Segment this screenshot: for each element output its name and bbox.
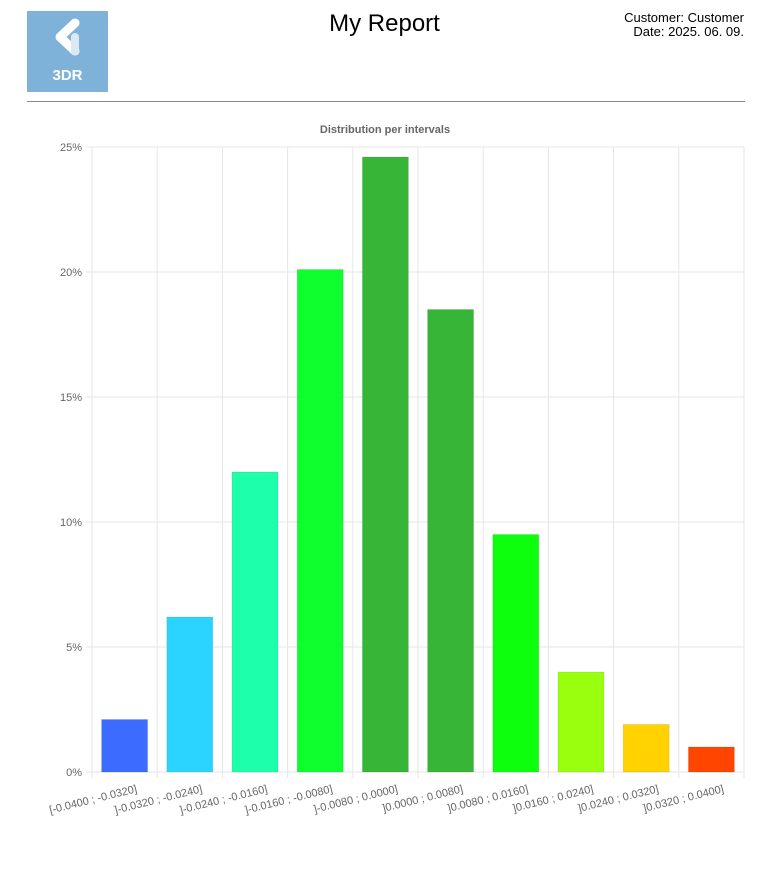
bar — [427, 309, 475, 773]
y-tick-label: 20% — [60, 267, 82, 279]
company-logo: 3DR — [27, 11, 108, 92]
customer-line: Customer: Customer — [624, 10, 744, 25]
y-tick-label: 5% — [66, 642, 82, 654]
report-meta: Customer: Customer Date: 2025. 06. 09. — [624, 11, 744, 39]
logo-text: 3DR — [52, 67, 82, 84]
bar — [687, 746, 735, 773]
bar — [166, 616, 214, 773]
bar — [361, 156, 409, 773]
bar — [557, 671, 605, 773]
bars — [101, 156, 735, 773]
bar — [101, 719, 149, 773]
bar — [622, 724, 670, 773]
y-tick-label: 10% — [60, 517, 82, 529]
report-title: My Report — [329, 10, 440, 37]
date-line: Date: 2025. 06. 09. — [633, 24, 744, 39]
y-tick-label: 0% — [66, 767, 82, 779]
y-tick-label: 15% — [60, 392, 82, 404]
header-divider — [27, 101, 745, 102]
bar — [296, 269, 344, 773]
bar — [492, 534, 540, 773]
chart-title: Distribution per intervals — [320, 124, 450, 136]
logo-chevron-icon: 3DR — [52, 18, 83, 84]
y-tick-label: 25% — [60, 142, 82, 154]
bar — [231, 471, 279, 773]
